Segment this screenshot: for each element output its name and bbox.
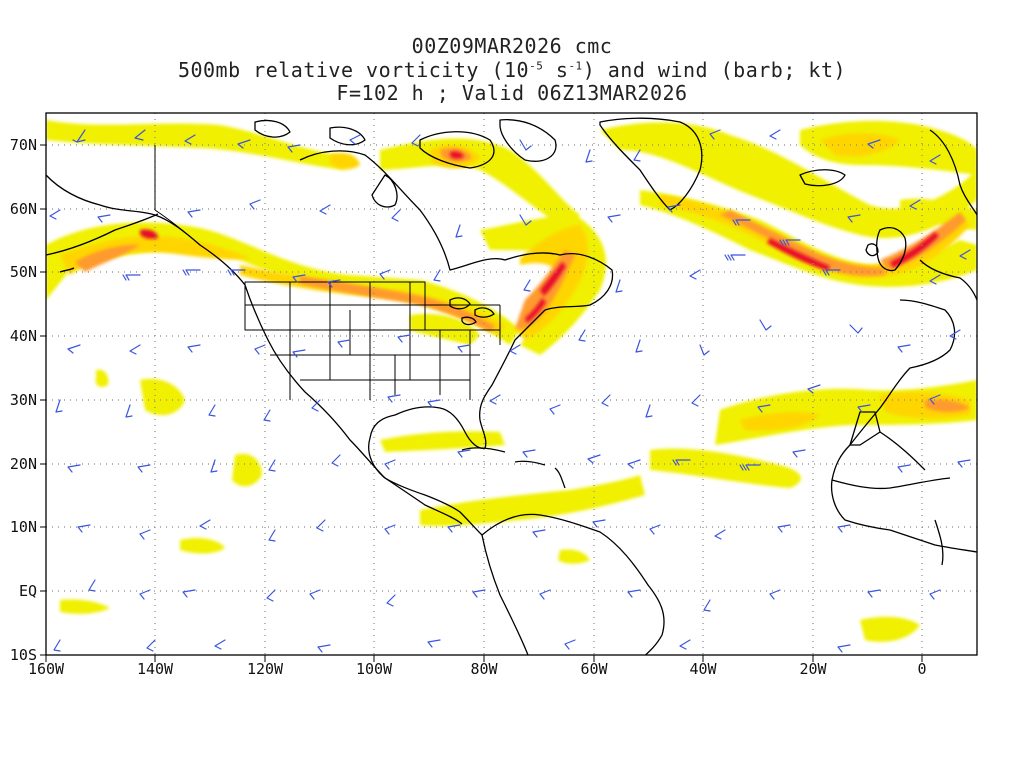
title-line-1: 00Z09MAR2026 cmc: [411, 34, 613, 58]
lat-label: 30N: [10, 391, 37, 409]
lon-label: 120W: [247, 660, 284, 678]
lat-label: 10S: [10, 646, 37, 664]
vorticity-field: [46, 120, 977, 642]
lat-label: EQ: [19, 582, 37, 600]
wind-barbs: [49, 129, 971, 653]
lat-label: 50N: [10, 263, 37, 281]
lon-label: 0: [917, 660, 926, 678]
lon-label: 140W: [137, 660, 174, 678]
lon-label: 40W: [689, 660, 717, 678]
lon-label: 100W: [356, 660, 393, 678]
lat-labels: 70N 60N 50N 40N 30N 20N 10N EQ 10S: [10, 136, 37, 664]
graticule: [46, 113, 977, 655]
title-line-3: F=102 h ; Valid 06Z13MAR2026: [336, 81, 688, 105]
lat-label: 60N: [10, 200, 37, 218]
axis-ticks: [40, 144, 923, 662]
lat-label: 10N: [10, 518, 37, 536]
lon-label: 20W: [799, 660, 827, 678]
title-line-2: 500mb relative vorticity (10-5 s-1) and …: [177, 58, 847, 82]
lat-label: 20N: [10, 455, 37, 473]
lon-labels: 160W 140W 120W 100W 80W 60W 40W 20W 0: [28, 660, 927, 678]
plot-frame: [45, 112, 978, 656]
lon-label: 60W: [580, 660, 608, 678]
lon-label: 80W: [470, 660, 498, 678]
lat-label: 40N: [10, 327, 37, 345]
coastlines: [46, 117, 977, 655]
lat-label: 70N: [10, 136, 37, 154]
lon-label: 160W: [28, 660, 65, 678]
